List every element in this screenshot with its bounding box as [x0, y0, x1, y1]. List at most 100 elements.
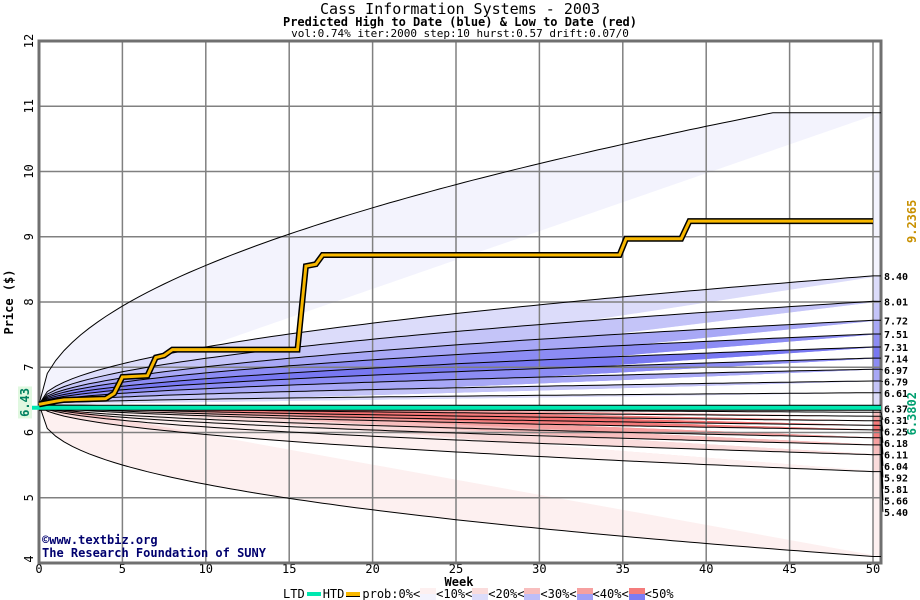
y-tick-label: 6: [22, 429, 36, 436]
credit-org: The Research Foundation of SUNY: [42, 546, 266, 560]
quantile-end-label: 7.14: [884, 355, 908, 366]
y-tick-label: 7: [22, 364, 36, 371]
quantile-label-leader: [880, 437, 884, 478]
y-tick-label: 12: [22, 34, 36, 48]
legend-band-0: <10%<: [436, 587, 473, 600]
quantile-label-leader: [880, 444, 884, 489]
quantile-end-label: 6.31: [884, 416, 908, 427]
start-price-label: 6.43: [18, 388, 32, 417]
quantile-line: [38, 403, 882, 426]
legend-band-2: <30%<: [540, 587, 577, 600]
quantile-line: [38, 403, 882, 456]
quantile-end-label: 6.79: [884, 378, 908, 389]
legend-swatch-3: [576, 588, 593, 600]
quantile-end-label: 5.92: [884, 473, 908, 484]
quantile-label-leader: [880, 471, 884, 512]
legend-htd: HTD: [322, 587, 345, 600]
blue-band-5: [39, 347, 881, 405]
legend-swatch-1: [472, 588, 489, 600]
start-price-bg: [18, 386, 32, 419]
x-tick-label: 30: [532, 562, 546, 576]
quantile-end-label: 6.04: [884, 462, 908, 473]
quantile-end-label: 6.97: [884, 366, 908, 377]
y-tick-label: 10: [22, 164, 36, 178]
quantile-label-leader: [880, 454, 884, 501]
quantile-line: [38, 357, 882, 405]
x-tick-label: 0: [35, 562, 42, 576]
quantile-end-label: 7.31: [884, 343, 908, 354]
x-tick-label: 25: [449, 562, 463, 576]
y-axis-label: Price ($): [2, 269, 16, 334]
legend-prob: prob:0%<: [362, 587, 421, 600]
legend: LTD HTD prob:0%< <10%< <20%< <30%< <40%<…: [283, 588, 674, 600]
y-tick-label: 8: [22, 298, 36, 305]
blue-band-0: [39, 112, 881, 405]
quantile-end-label: 7.72: [884, 316, 908, 327]
htd-value-label: 9.2365: [905, 200, 919, 243]
quantile-end-label: 5.81: [884, 485, 908, 496]
chart-params: vol:0.74% iter:2000 step:10 hurst:0.57 d…: [291, 27, 629, 40]
quantile-end-label: 6.61: [884, 389, 908, 400]
credit: ©www.textbiz.org The Research Foundation…: [42, 534, 266, 560]
blue-band-6: [39, 358, 881, 405]
quantile-end-label: 6.11: [884, 450, 908, 461]
x-tick-label: 10: [199, 562, 213, 576]
quantile-line: [38, 319, 882, 405]
red-band-9: [39, 404, 881, 557]
x-axis-label: Week: [445, 575, 475, 589]
x-tick-label: 50: [866, 562, 880, 576]
x-tick-label: 5: [119, 562, 126, 576]
quantile-end-label: 8.40: [884, 272, 908, 283]
quantile-end-label: 5.66: [884, 496, 908, 507]
quantile-line: [38, 346, 882, 405]
quantile-end-label: 6.18: [884, 439, 908, 450]
x-tick-label: 15: [282, 562, 296, 576]
y-tick-label: 9: [22, 233, 36, 240]
x-tick-label: 20: [365, 562, 379, 576]
legend-band-4: <50%: [644, 587, 674, 600]
htd-line: [38, 219, 873, 406]
ltd-value-label: 6.3802: [905, 392, 919, 435]
quantile-end-label: 7.51: [884, 330, 908, 341]
blue-band-2: [39, 301, 881, 405]
plot-frame: [37, 39, 883, 565]
blue-band-9: [39, 392, 881, 409]
x-tick-label: 45: [782, 562, 796, 576]
quantile-label-leader: [880, 380, 884, 382]
quantile-line: [38, 368, 882, 405]
y-tick-label: 4: [22, 555, 36, 562]
quantile-line: [38, 404, 882, 473]
quantile-end-label: 6.25: [884, 427, 908, 438]
y-tick-label: 5: [22, 494, 36, 501]
x-tick-label: 40: [699, 562, 713, 576]
legend-ltd-swatch: [306, 592, 321, 596]
quantile-end-label: 5.40: [884, 508, 908, 519]
quantile-line: [38, 333, 882, 405]
legend-band-3: <40%<: [592, 587, 629, 600]
blue-band-7: [39, 369, 881, 405]
quantile-label-leader: [880, 412, 884, 420]
quantile-label-leader: [880, 420, 884, 443]
legend-band-1: <20%<: [488, 587, 525, 600]
quantile-line: [38, 380, 882, 405]
chart-subtitle: Predicted High to Date (blue) & Low to D…: [282, 15, 637, 29]
legend-swatch-2: [524, 588, 541, 600]
legend-swatch-0: [420, 588, 437, 600]
quantile-line: [38, 300, 882, 405]
quantile-line: [38, 403, 882, 446]
legend-ltd: LTD: [283, 587, 305, 600]
y-tick-label: 11: [22, 99, 36, 113]
x-tick-label: 35: [616, 562, 630, 576]
legend-htd-swatch: [346, 591, 361, 597]
quantile-line: [38, 403, 882, 422]
quantile-label-leader: [880, 429, 884, 466]
quantile-label-leader: [880, 416, 884, 432]
chart-title: Cass Information Systems - 2003: [320, 0, 600, 18]
quantile-end-label: 8.01: [884, 297, 908, 308]
legend-swatch-4: [628, 588, 645, 600]
quantile-line: [38, 403, 882, 431]
quantile-line: [38, 392, 882, 405]
quantile-end-label: 6.37: [884, 404, 908, 415]
